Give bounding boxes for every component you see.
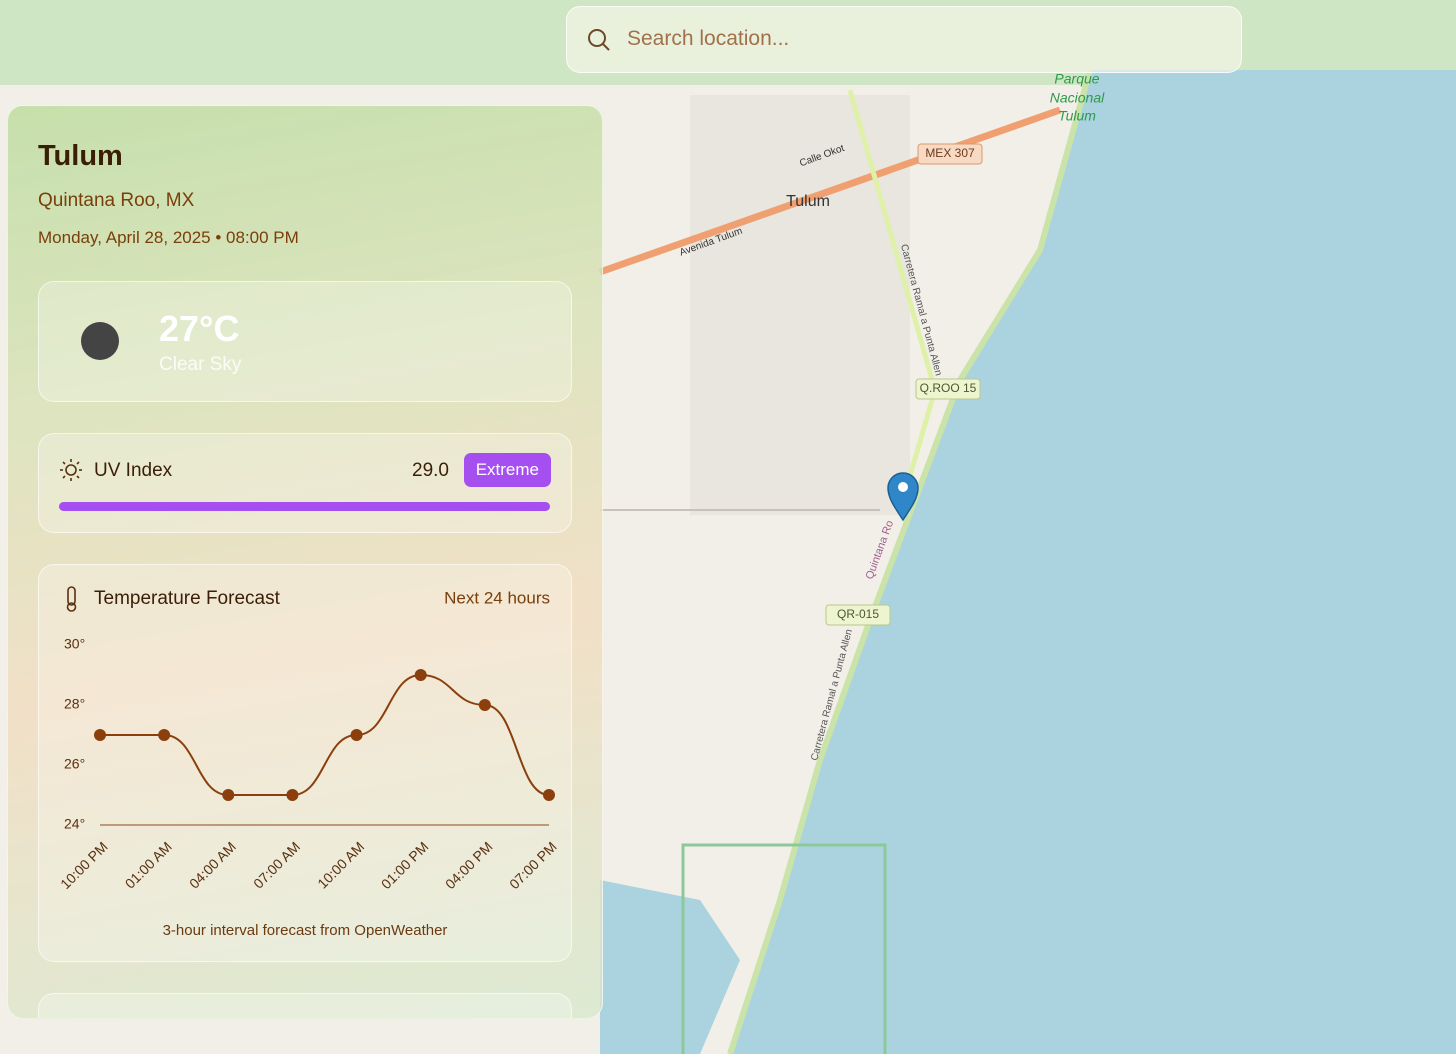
uv-label: UV Index (94, 460, 173, 481)
map-label: Tulum (786, 193, 830, 210)
road-shield (915, 378, 981, 400)
x-tick-label: 04:00 PM (442, 838, 496, 892)
location-pin[interactable] (887, 472, 919, 522)
x-tick-label: 04:00 AM (186, 838, 239, 891)
map-label: MEX 307 (925, 146, 975, 160)
y-tick-label: 28° (64, 696, 85, 712)
temperature: 27°C (159, 308, 240, 349)
lagoon (600, 880, 740, 1054)
y-tick-label: 24° (64, 816, 85, 832)
x-tick-label: 07:00 AM (250, 838, 303, 891)
map-label: Tulum (1058, 108, 1096, 124)
temperature-point (478, 699, 491, 711)
uv-card: UV Index 29.0 Extreme (38, 433, 572, 533)
road-shield (917, 143, 983, 165)
temperature-point (94, 729, 106, 741)
road (847, 89, 938, 391)
x-tick-label: 01:00 PM (378, 838, 432, 892)
weather-panel: Tulum Quintana Roo, MX Monday, April 28,… (7, 105, 603, 1019)
condition: Clear Sky (159, 354, 242, 375)
map-label: Nacional (1050, 90, 1105, 106)
forecast-card: Temperature Forecast Next 24 hours 3-hou… (38, 564, 572, 962)
search-icon (588, 29, 610, 51)
temperature-point (414, 669, 427, 681)
coast (727, 69, 1093, 1054)
sea (730, 70, 1456, 1054)
chart-title: Temperature Forecast (94, 588, 281, 609)
x-tick-label: 01:00 AM (122, 838, 175, 891)
pin[interactable] (887, 472, 919, 522)
temperature-point (543, 789, 555, 801)
road (598, 106, 1062, 276)
region: Quintana Roo, MX (38, 190, 195, 211)
weather-icon (81, 322, 119, 360)
reserve-border (681, 843, 887, 1054)
temperature-point (222, 789, 235, 801)
temperature-point (350, 729, 363, 741)
next-card (38, 993, 572, 1018)
current-card: 27°C Clear Sky (38, 281, 572, 402)
map-label: Q.ROO 15 (920, 381, 977, 395)
uv-level-badge: Extreme (463, 453, 551, 487)
chart-caption: 3-hour interval forecast from OpenWeathe… (163, 922, 448, 939)
thermometer-icon (66, 586, 77, 612)
temperature-point (286, 789, 299, 801)
datetime: Monday, April 28, 2025 • 08:00 PM (38, 228, 299, 247)
x-tick-label: 10:00 PM (57, 838, 111, 892)
road-shield (825, 604, 891, 626)
temperature-point (158, 729, 171, 741)
search-bar[interactable]: Search location... (566, 6, 1242, 73)
uv-bar (59, 502, 550, 511)
city: Tulum (38, 140, 123, 172)
map-label: QR-015 (837, 607, 879, 621)
y-tick-label: 26° (64, 756, 85, 772)
y-tick-label: 30° (64, 636, 85, 652)
x-tick-label: 10:00 AM (314, 838, 367, 891)
x-tick-label: 07:00 PM (506, 838, 560, 892)
uv-value: 29.0 (412, 460, 449, 481)
pin-dot (898, 482, 908, 492)
sun-icon (60, 459, 82, 481)
search-placeholder[interactable]: Search location... (627, 27, 790, 50)
map-label: Parque (1054, 71, 1099, 87)
forecast-chart: Temperature Forecast Next 24 hours 3-hou… (57, 586, 560, 939)
chart-subtitle: Next 24 hours (444, 588, 550, 607)
